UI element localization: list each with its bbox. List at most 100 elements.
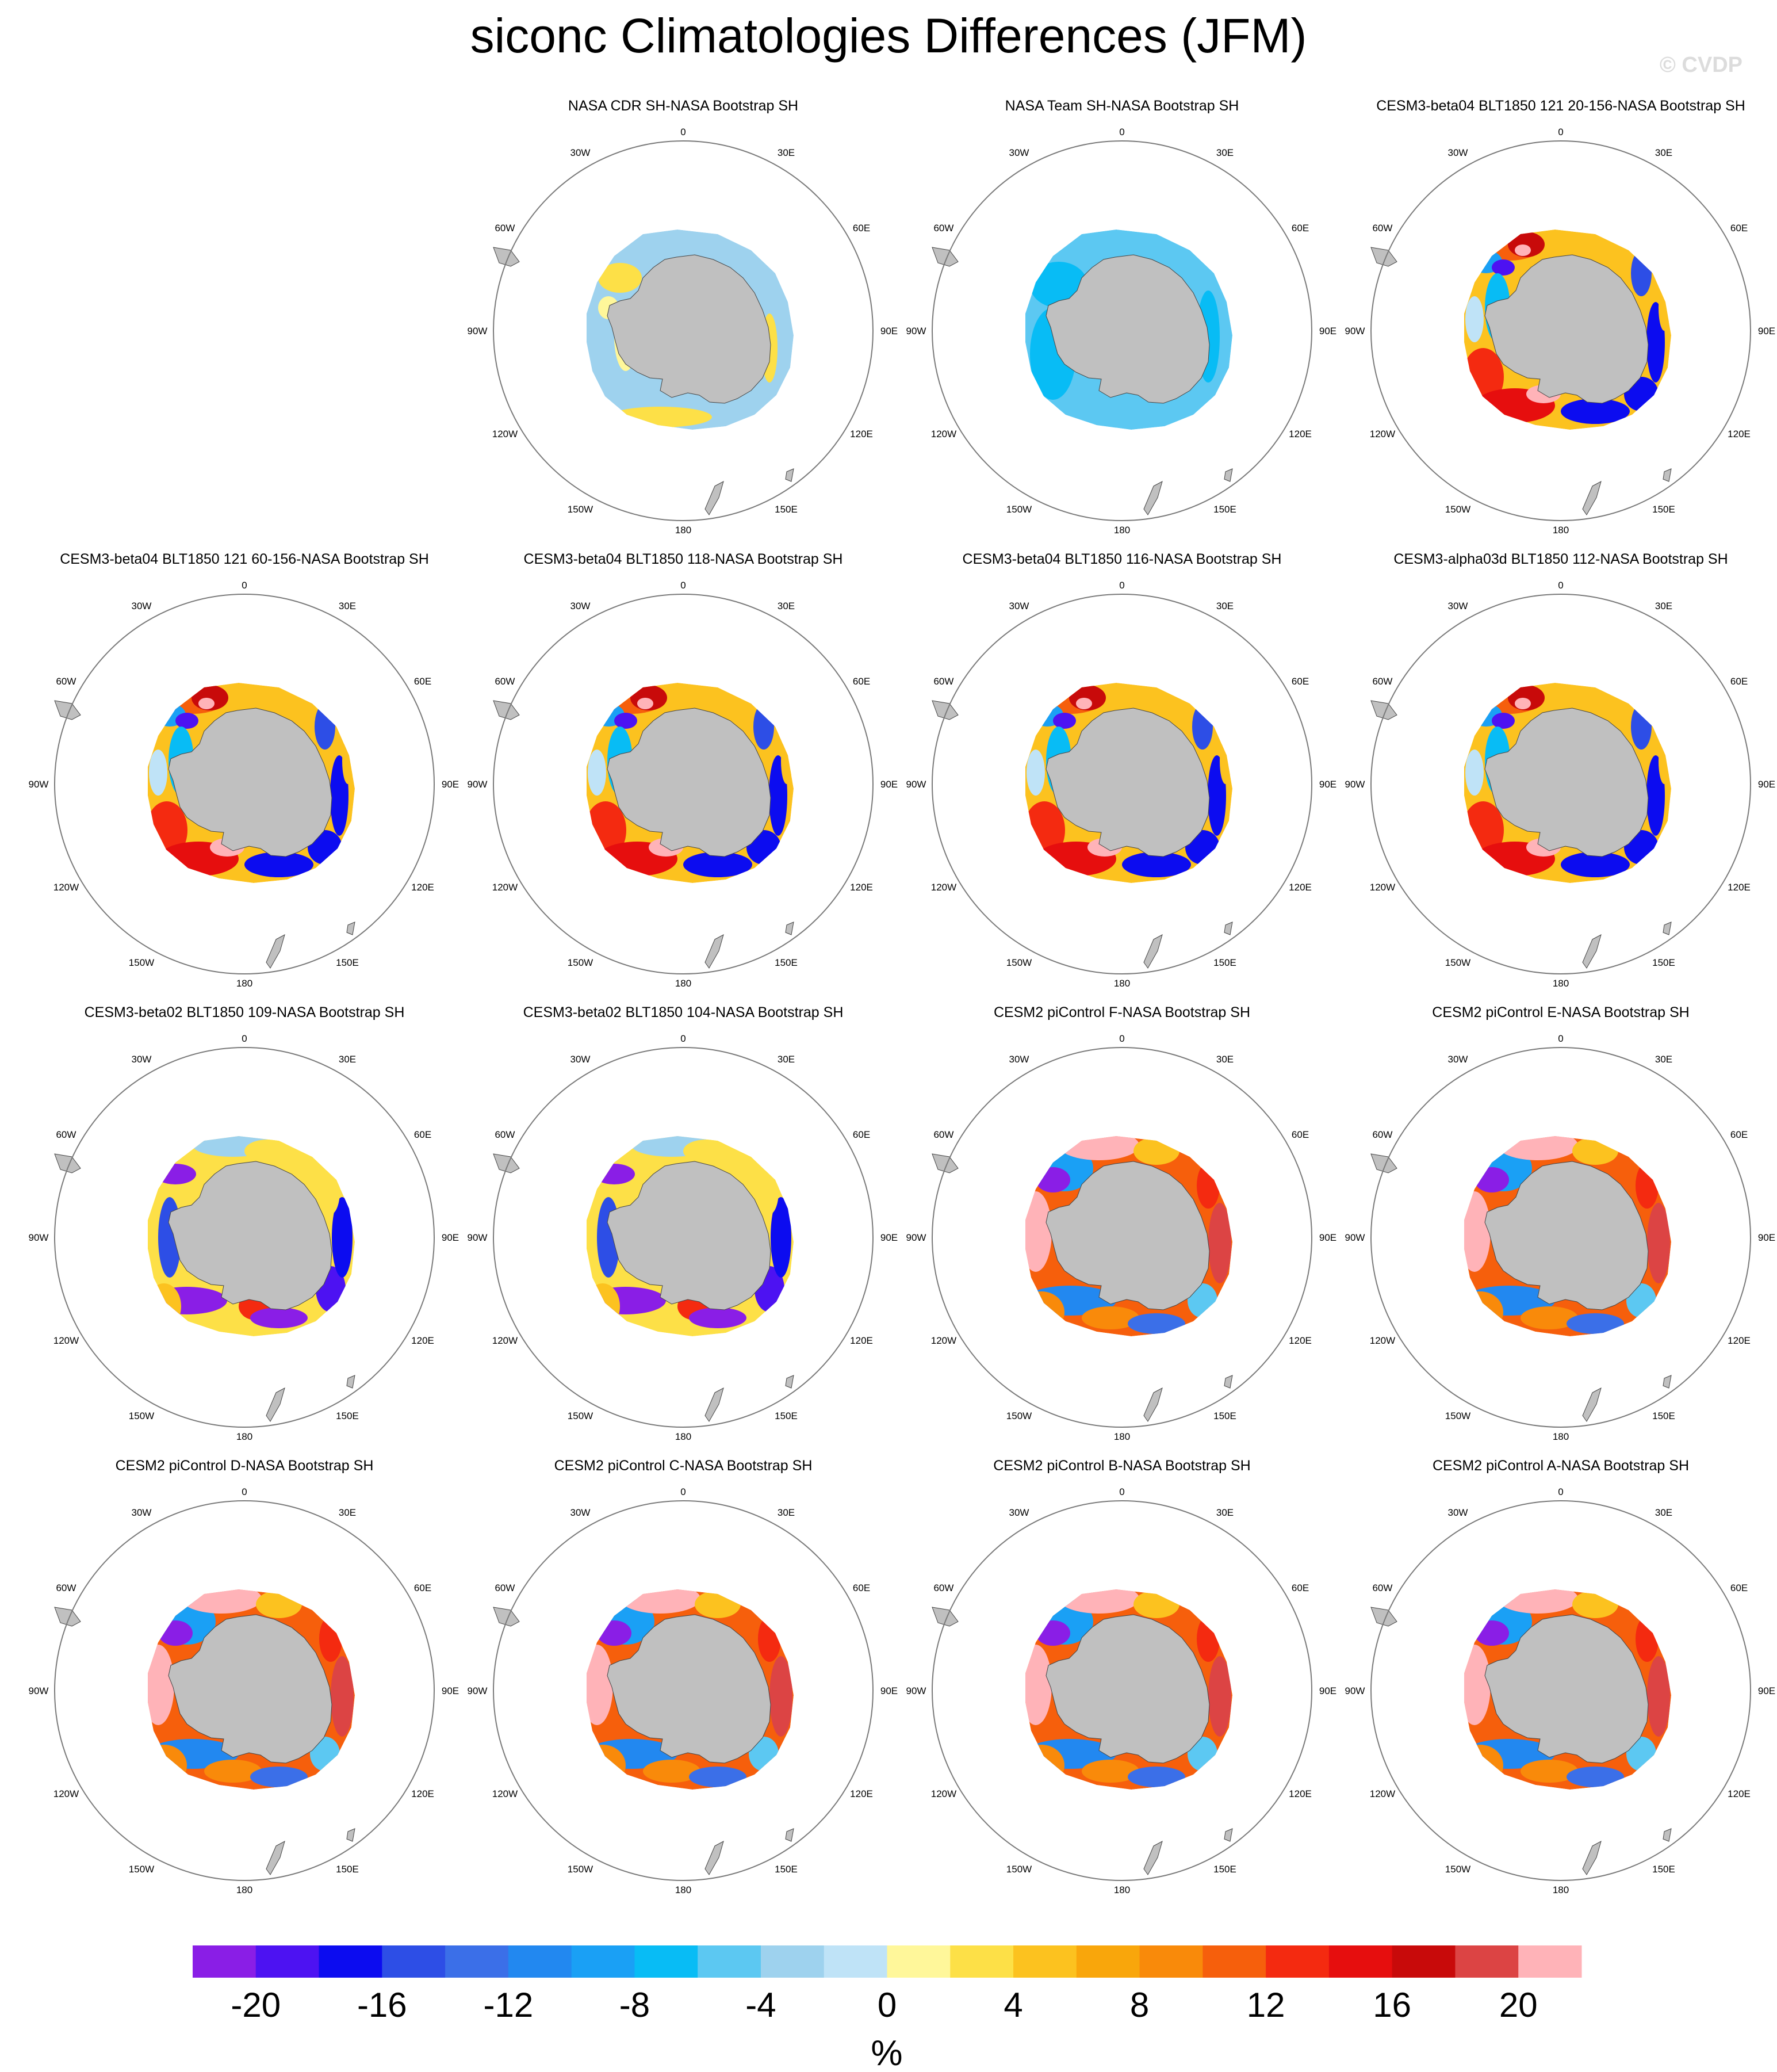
longitude-label: 150E: [1652, 1410, 1675, 1421]
longitude-label: 120W: [1370, 429, 1395, 439]
colorbar-swatch: [760, 1945, 825, 1978]
longitude-label: 90E: [1758, 1232, 1775, 1243]
map-panel: CESM2 piControl E-NASA Bootstrap SH 0 30E 6…: [1339, 1004, 1777, 1453]
longitude-label: 60W: [1372, 223, 1392, 234]
longitude-label: 30W: [570, 601, 591, 611]
south-america-land: [493, 247, 520, 267]
new-zealand-land: [266, 1841, 285, 1875]
ice-anomaly: [771, 1197, 791, 1278]
ice-anomaly: [614, 713, 637, 729]
ice-anomaly: [620, 1589, 700, 1614]
longitude-label: 60W: [933, 223, 953, 234]
longitude-label: 90E: [880, 779, 898, 790]
ice-anomaly: [587, 1283, 620, 1329]
longitude-label: 60W: [933, 1129, 953, 1140]
longitude-label: 30E: [1655, 1054, 1672, 1065]
longitude-label: 120E: [1289, 429, 1312, 439]
longitude-label: 60E: [1292, 223, 1309, 234]
antarctica-land: [1045, 254, 1210, 404]
longitude-label: 0: [680, 1486, 685, 1497]
longitude-label: 150E: [775, 957, 798, 968]
ice-anomaly: [1647, 1656, 1670, 1737]
map-panel: CESM3-beta04 BLT1850 121 20-156-NASA Boo…: [1339, 98, 1777, 546]
longitude-label: 60E: [853, 1582, 870, 1593]
ice-anomaly: [1464, 1291, 1503, 1333]
ice-anomaly: [1464, 1191, 1491, 1272]
longitude-label: 150W: [1445, 1864, 1470, 1875]
ice-anomaly: [158, 1620, 193, 1646]
longitude-label: 60W: [56, 676, 76, 687]
new-zealand-land: [704, 934, 724, 969]
polar-map: 0 30E 60E 90E 120E 150E 180 150W 120W 90W 60W 30W: [468, 1033, 898, 1442]
longitude-label: 30E: [778, 1507, 795, 1518]
map-boundary: [1370, 594, 1751, 974]
new-zealand-land: [704, 1387, 724, 1422]
ice-anomaly: [587, 1645, 613, 1725]
antarctica-land: [607, 254, 771, 404]
longitude-label: 120W: [1370, 882, 1395, 893]
colorbar-tick-label: 0: [878, 1986, 897, 2024]
ice-anomaly: [1636, 1163, 1659, 1209]
longitude-label: 150W: [1006, 957, 1032, 968]
ice-anomaly: [1036, 1620, 1070, 1646]
longitude-label: 120E: [1728, 1335, 1751, 1346]
south-america-land: [932, 1607, 959, 1627]
longitude-label: 90E: [880, 1685, 898, 1696]
longitude-label: 60W: [495, 223, 515, 234]
ice-anomaly: [315, 704, 335, 750]
ice-anomaly: [1128, 1767, 1185, 1787]
longitude-label: 30W: [1448, 147, 1468, 158]
longitude-label: 0: [1558, 127, 1563, 137]
longitude-label: 150E: [1213, 957, 1236, 968]
colorbar-swatch: [1202, 1945, 1266, 1978]
ice-anomaly: [695, 1591, 741, 1618]
map-panel: CESM3-beta04 BLT1850 121 60-156-NASA Boo…: [23, 551, 466, 1000]
panel-title: CESM3-beta04 BLT1850 118-NASA Bootstrap …: [523, 551, 843, 567]
longitude-label: 120E: [1728, 429, 1751, 439]
panel-title: CESM2 piControl E-NASA Bootstrap SH: [1432, 1004, 1690, 1020]
longitude-label: 150E: [336, 1864, 359, 1875]
map-boundary: [493, 1500, 874, 1881]
longitude-label: 150E: [1652, 957, 1675, 968]
panel-title: CESM3-alpha03d BLT1850 112-NASA Bootstra…: [1393, 551, 1728, 567]
tasmania-land: [1663, 1375, 1672, 1389]
longitude-label: 60W: [1372, 676, 1392, 687]
map-boundary: [932, 140, 1312, 521]
ice-anomaly: [148, 1287, 227, 1314]
map-boundary: [493, 140, 874, 521]
panel-title: CESM3-beta04 BLT1850 121 60-156-NASA Boo…: [60, 551, 429, 567]
ice-anomaly: [588, 750, 606, 796]
longitude-label: 150E: [1652, 504, 1675, 515]
antarctica-land: [607, 1614, 771, 1764]
antarctica-land: [1045, 708, 1210, 857]
longitude-label: 30E: [1655, 601, 1672, 611]
ice-anomaly: [758, 1616, 781, 1662]
polar-map: 0 30E 60E 90E 120E 150E 180 150W 120W 90W 60W 30W: [29, 1486, 459, 1895]
south-america-land: [1370, 1153, 1397, 1173]
ice-anomaly: [753, 704, 774, 750]
ice-anomaly: [1572, 1137, 1618, 1165]
ice-anomaly: [587, 1745, 626, 1786]
longitude-label: 150E: [336, 957, 359, 968]
map-boundary: [54, 1047, 435, 1428]
longitude-label: 120W: [53, 882, 79, 893]
panel-title: CESM3-beta02 BLT1850 104-NASA Bootstrap …: [523, 1004, 844, 1020]
longitude-label: 60E: [414, 1129, 431, 1140]
ice-anomaly: [598, 263, 642, 293]
south-america-land: [54, 1607, 81, 1627]
ice-anomaly: [1464, 1745, 1503, 1786]
ice-anomaly: [683, 852, 752, 877]
south-america-land: [493, 1607, 520, 1627]
ice-anomaly: [244, 1140, 290, 1163]
ice-anomaly: [1076, 698, 1092, 709]
ice-anomaly: [181, 1589, 262, 1614]
longitude-label: 90W: [906, 779, 926, 790]
longitude-label: 60E: [1730, 1582, 1748, 1593]
map-boundary: [493, 594, 874, 974]
longitude-label: 120E: [850, 1335, 873, 1346]
longitude-label: 90W: [906, 1232, 926, 1243]
ice-anomaly: [1492, 713, 1515, 729]
longitude-label: 0: [1119, 1033, 1124, 1044]
colorbar-tick-label: 4: [1004, 1986, 1022, 2024]
polar-map: 0 30E 60E 90E 120E 150E 180 150W 120W 90W 60W 30W: [29, 1033, 459, 1442]
